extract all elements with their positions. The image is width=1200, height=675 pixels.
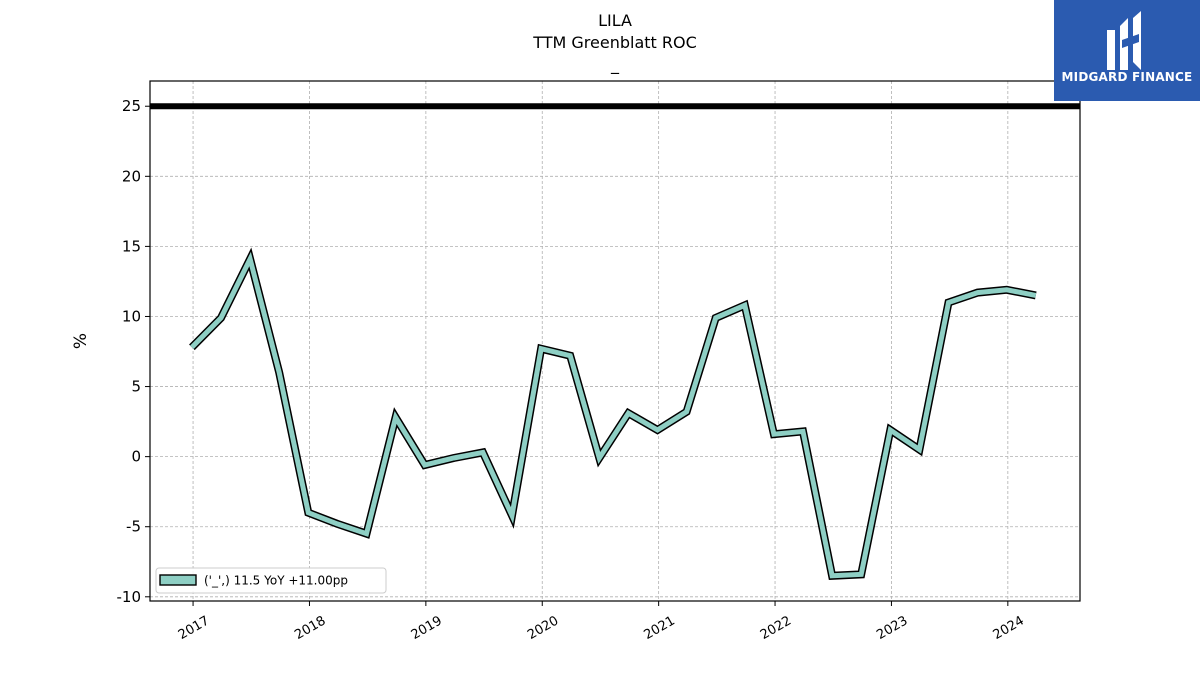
legend-box [155,567,387,594]
x-tick-label: 2021 [641,613,677,643]
chart-subtitle: TTM Greenblatt ROC [532,33,697,52]
logo-mark-icon [1107,11,1141,70]
y-tick-label: -5 [126,518,141,536]
y-tick-label: 10 [122,307,141,325]
y-axis-label: % [71,333,91,349]
plot-frame [149,80,1081,602]
x-tick-label: 2022 [758,613,794,643]
x-tick-label: 2018 [292,613,328,643]
x-tick-label: 2019 [409,613,445,643]
x-tick-label: 2023 [874,613,910,643]
y-tick-label: 20 [122,167,141,185]
y-tick-label: 25 [122,97,141,115]
x-tick-label: 2024 [991,613,1027,643]
legend-swatch [159,574,197,586]
series-group [189,247,1037,580]
x-axis: 2017 2018 2019 2020 2021 2022 2023 2024 [176,601,1027,643]
y-tick-label: 0 [131,448,141,466]
chart-subtitle-2: _ [610,55,620,75]
legend: ('_',) 11.5 YoY +11.00pp [155,567,387,594]
series-line-outline [189,247,1037,580]
y-tick-label: 15 [122,237,141,255]
y-axis: -10 -5 0 5 10 15 20 25 [117,97,150,606]
chart-title: LILA [598,11,632,30]
legend-label: ('_',) 11.5 YoY +11.00pp [204,574,348,588]
y-tick-label: -10 [117,588,142,606]
logo-text: MIDGARD FINANCE [1062,70,1193,84]
series-line [190,251,1037,579]
x-tick-label: 2020 [525,613,561,643]
brand-logo: MIDGARD FINANCE [1054,0,1200,101]
x-tick-label: 2017 [176,613,212,643]
y-tick-label: 5 [131,378,141,396]
grid [150,81,1080,601]
